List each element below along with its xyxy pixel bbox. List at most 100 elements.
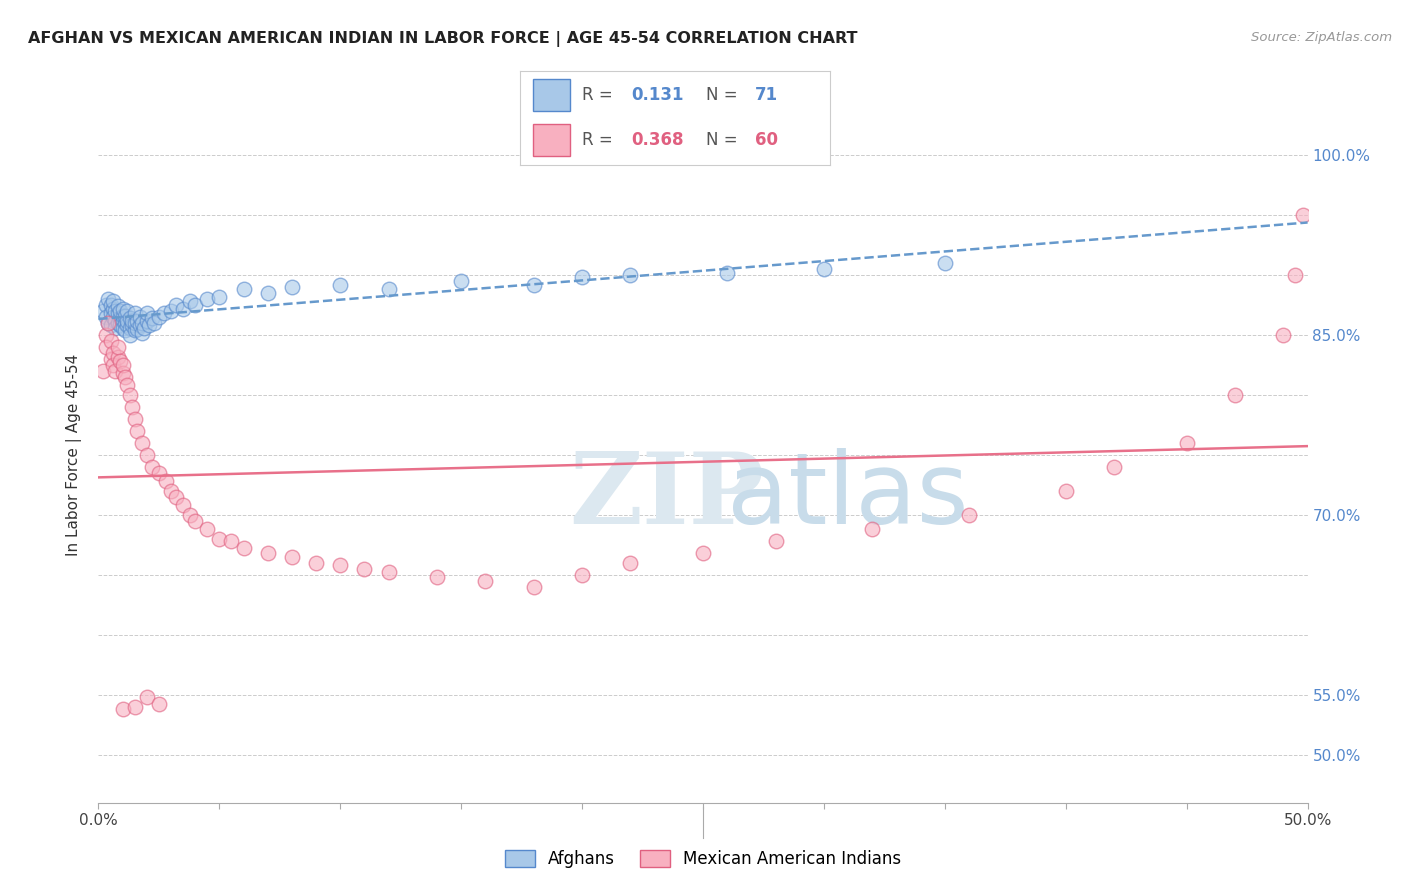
Point	[94, 340, 117, 354]
Point	[450, 274, 472, 288]
Point	[141, 459, 163, 474]
Point	[121, 318, 143, 333]
Point	[571, 567, 593, 582]
Text: 0.131: 0.131	[631, 86, 685, 103]
Point	[692, 546, 714, 560]
Point	[127, 424, 149, 438]
Point	[148, 310, 170, 324]
Point	[111, 309, 134, 323]
Point	[94, 298, 117, 312]
Point	[426, 570, 449, 584]
Text: 0.368: 0.368	[631, 131, 685, 149]
Point	[1284, 268, 1306, 282]
Point	[111, 320, 134, 334]
Point	[131, 316, 153, 330]
Y-axis label: In Labor Force | Age 45-54: In Labor Force | Age 45-54	[66, 354, 83, 556]
Point	[619, 268, 641, 282]
Point	[281, 280, 304, 294]
Point	[97, 292, 120, 306]
Point	[329, 558, 352, 573]
Point	[377, 282, 399, 296]
Point	[813, 262, 835, 277]
Point	[100, 351, 122, 366]
Point	[571, 270, 593, 285]
Point	[114, 309, 136, 323]
Point	[124, 323, 146, 337]
Point	[117, 318, 139, 333]
Point	[101, 358, 124, 372]
Point	[138, 318, 160, 333]
Point	[117, 313, 139, 327]
Point	[97, 316, 120, 330]
Point	[128, 318, 150, 333]
Point	[107, 316, 129, 330]
Point	[281, 549, 304, 564]
Point	[232, 282, 254, 296]
Point	[124, 306, 146, 320]
Point	[1175, 436, 1198, 450]
Point	[184, 514, 207, 528]
Point	[619, 556, 641, 570]
Point	[353, 562, 375, 576]
Point	[91, 304, 114, 318]
Point	[107, 340, 129, 354]
Point	[100, 334, 122, 348]
Text: AFGHAN VS MEXICAN AMERICAN INDIAN IN LABOR FORCE | AGE 45-54 CORRELATION CHART: AFGHAN VS MEXICAN AMERICAN INDIAN IN LAB…	[28, 31, 858, 47]
Point	[1272, 328, 1295, 343]
Point	[124, 316, 146, 330]
Point	[305, 556, 328, 570]
Point	[232, 541, 254, 556]
Point	[135, 690, 157, 705]
Point	[716, 266, 738, 280]
Point	[97, 316, 120, 330]
Point	[101, 294, 124, 309]
Point	[118, 320, 141, 334]
Point	[104, 313, 127, 327]
Point	[256, 285, 278, 300]
Point	[160, 304, 183, 318]
Point	[134, 320, 156, 334]
Point	[135, 313, 157, 327]
Point	[111, 702, 134, 716]
Point	[101, 346, 124, 360]
Point	[377, 566, 399, 580]
Point	[94, 328, 117, 343]
Point	[179, 294, 201, 309]
Point	[523, 277, 546, 292]
Point	[221, 534, 243, 549]
Point	[765, 534, 787, 549]
Point	[117, 304, 139, 318]
Point	[523, 580, 546, 594]
Point	[124, 412, 146, 426]
Text: R =: R =	[582, 131, 619, 149]
Point	[165, 490, 187, 504]
Point	[118, 311, 141, 326]
Point	[165, 298, 187, 312]
Point	[141, 311, 163, 326]
Point	[114, 323, 136, 337]
Point	[104, 320, 127, 334]
Point	[108, 354, 131, 368]
Point	[111, 358, 134, 372]
Point	[104, 364, 127, 378]
Point	[195, 292, 218, 306]
Point	[131, 326, 153, 340]
Point	[100, 306, 122, 320]
Point	[104, 304, 127, 318]
Point	[160, 483, 183, 498]
Point	[118, 328, 141, 343]
Text: R =: R =	[582, 86, 619, 103]
Point	[1054, 483, 1077, 498]
Point	[108, 311, 131, 326]
Point	[1223, 388, 1246, 402]
Point	[107, 299, 129, 313]
Point	[1292, 208, 1315, 222]
Point	[101, 301, 124, 316]
Text: ZIP: ZIP	[569, 448, 765, 545]
Point	[195, 522, 218, 536]
Point	[107, 350, 129, 364]
Point	[148, 466, 170, 480]
Point	[135, 448, 157, 462]
Point	[108, 318, 131, 333]
Point	[329, 277, 352, 292]
